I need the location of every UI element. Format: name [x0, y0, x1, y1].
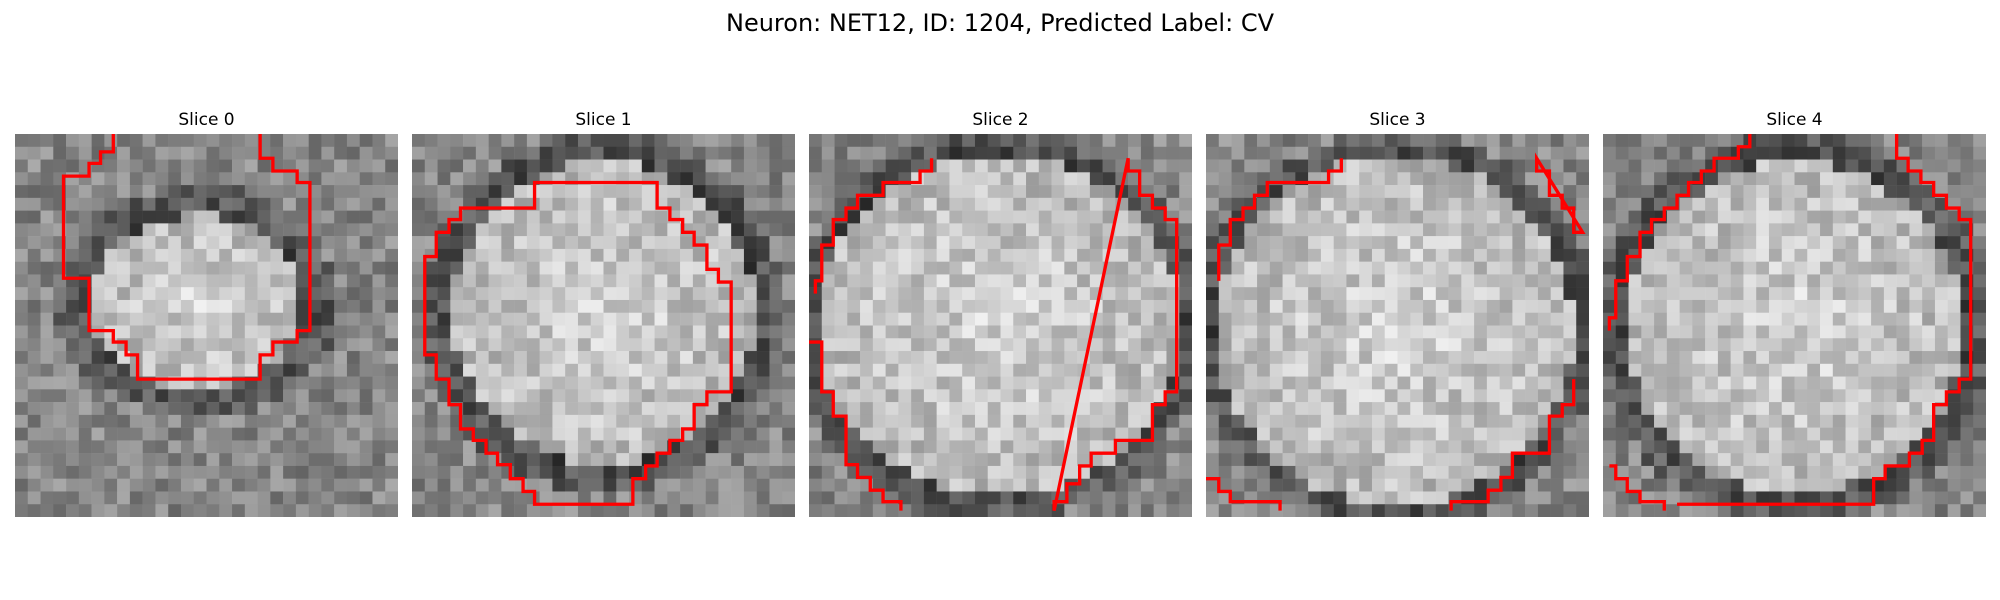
slice-image-1 [412, 134, 795, 517]
slice-title-0: Slice 0 [178, 110, 235, 130]
pixel-grid [809, 134, 1192, 517]
slice-image-2 [809, 134, 1192, 517]
slice-title-2: Slice 2 [972, 110, 1029, 130]
segmentation-contour [61, 134, 312, 381]
slice-title-1: Slice 1 [575, 110, 632, 130]
pixel-grid [412, 134, 795, 517]
pixel-grid [1206, 134, 1589, 517]
slice-title-4: Slice 4 [1766, 110, 1823, 130]
slice-image-3 [1206, 134, 1589, 517]
segmentation-contour [423, 180, 733, 506]
slice-title-3: Slice 3 [1369, 110, 1426, 130]
slice-image-0 [15, 134, 398, 517]
slice-image-4 [1603, 134, 1986, 517]
segmentation-contour [809, 157, 1179, 511]
figure-title: Neuron: NET12, ID: 1204, Predicted Label… [726, 9, 1274, 37]
segmentation-contour [1206, 152, 1586, 511]
segmentation-contour [1607, 134, 1973, 511]
pixel-grid [15, 134, 398, 517]
pixel-grid [1603, 134, 1986, 517]
